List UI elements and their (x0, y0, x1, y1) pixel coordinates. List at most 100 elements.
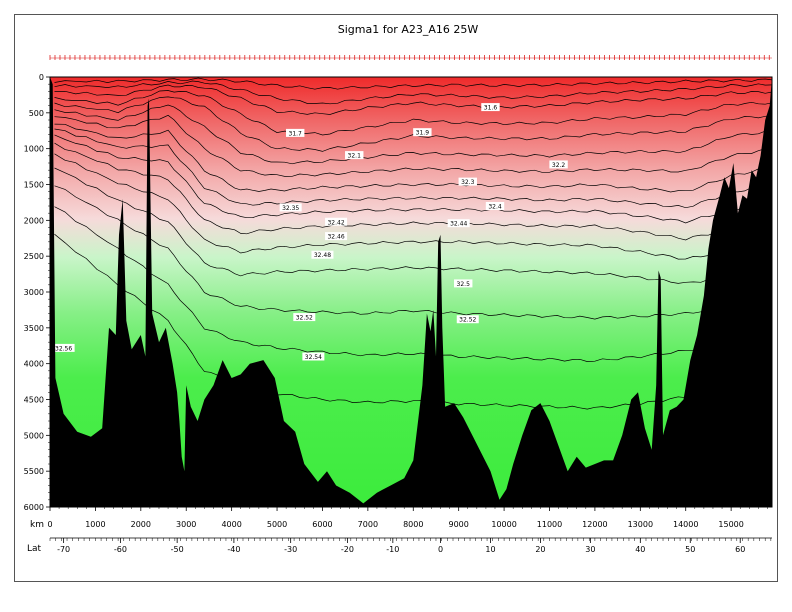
lat-tick-label: 60 (735, 545, 745, 554)
contour-label: 32.42 (327, 219, 344, 226)
lat-tick-label: 20 (535, 545, 545, 554)
lat-tick-label: -10 (386, 545, 399, 554)
x-tick-label: 0 (47, 520, 52, 529)
contour-line (54, 134, 772, 224)
contour-line (54, 142, 772, 241)
seafloor-bathymetry (50, 77, 772, 507)
x-tick-label: 15000 (718, 520, 743, 529)
x-tick-label: 11000 (537, 520, 562, 529)
contour-label-bg (549, 160, 568, 169)
contour-label: 32.52 (296, 315, 313, 322)
x-tick-label: 5000 (267, 520, 287, 529)
lat-tick-label: -40 (227, 545, 240, 554)
contour-line (54, 90, 772, 136)
y-tick-label: 4500 (24, 396, 44, 405)
lat-tick-label: 40 (635, 545, 645, 554)
contour-label: 32.54 (305, 354, 322, 361)
contour-line (54, 123, 772, 193)
contour-labels: 31.6 31.7 31.9 32.1 32.2 32.3 32.35 32.4 32.42 32… (52, 103, 568, 361)
x-tick-label: 6000 (312, 520, 332, 529)
y-tick-label: 6000 (24, 503, 44, 512)
contour-label: 32.5 (457, 281, 471, 288)
contour-label-bg (485, 202, 505, 210)
contour-label-bg (325, 217, 348, 226)
contour-label-bg (456, 315, 479, 324)
contour-label-bg (447, 219, 470, 228)
contour-lines (54, 77, 772, 410)
lat-tick-label: 0 (438, 545, 443, 554)
contour-label-bg (279, 203, 302, 212)
contour-label-bg (302, 352, 325, 361)
lat-axis-label: Lat (27, 544, 42, 554)
x-tick-label: 12000 (582, 520, 607, 529)
lat-axis: -70 -60 -50 -40 -30 -20 -10 0 10 20 30 40 50 60 (49, 537, 772, 554)
contour-line (54, 77, 772, 90)
x-tick-label: 8000 (403, 520, 423, 529)
lat-tick-label: -30 (284, 545, 297, 554)
lat-tick-label: -60 (114, 545, 127, 554)
lat-tick-label: -50 (171, 545, 184, 554)
contour-label: 32.48 (314, 252, 331, 259)
lat-tick-label: -70 (57, 545, 70, 554)
lat-tick-label: 50 (685, 545, 695, 554)
x-tick-label: 1000 (85, 520, 105, 529)
contour-label-bg (52, 343, 75, 352)
contour-line (54, 128, 772, 209)
contour-label: 31.6 (484, 105, 498, 112)
chart-frame (14, 14, 778, 582)
x-tick-label: 9000 (448, 520, 468, 529)
contour-label: 31.9 (416, 130, 430, 137)
y-tick-label: 2500 (24, 252, 44, 261)
y-tick-label: 0 (39, 73, 44, 82)
contour-label: 32.4 (488, 204, 502, 211)
x-tick-label: 4000 (221, 520, 241, 529)
x-tick-label: 3000 (176, 520, 196, 529)
y-tick-label: 5000 (24, 431, 44, 440)
contour-line (54, 114, 772, 177)
contour-label-bg (286, 128, 305, 137)
y-tick-label: 4000 (24, 360, 44, 369)
lat-tick-label: 10 (485, 545, 495, 554)
contour-label-bg (458, 177, 477, 186)
contour-line (54, 153, 772, 260)
x-tick-label: 10000 (491, 520, 516, 529)
contour-label-bg (325, 232, 348, 241)
chart-title: Sigma1 for A23_A16 25W (338, 23, 479, 36)
x-tick-label: 14000 (673, 520, 698, 529)
contour-line (54, 206, 772, 362)
y-tick-label: 500 (29, 109, 44, 118)
x-tick-label: 13000 (628, 520, 653, 529)
contour-line (54, 104, 772, 165)
y-tick-label: 1500 (24, 181, 44, 190)
contour-label: 31.7 (289, 130, 303, 137)
contour-label: 32.3 (461, 179, 475, 186)
y-tick-label: 5500 (24, 467, 44, 476)
y-tick-label: 1000 (24, 145, 44, 154)
contour-label-bg (311, 250, 334, 259)
contour-label-bg (345, 151, 364, 160)
x-axis-label: km (30, 520, 44, 530)
plot-area: 31.6 31.7 31.9 32.1 32.2 32.3 32.35 32.4 32.42 32… (50, 77, 772, 507)
station-markers (49, 55, 772, 60)
x-tick-label: 7000 (358, 520, 378, 529)
contour-label: 32.2 (552, 162, 566, 169)
contour-label: 32.1 (348, 153, 362, 160)
contour-line (54, 185, 772, 320)
y-tick-label: 2000 (24, 216, 44, 225)
contour-label-bg (293, 313, 316, 322)
contour-label-bg (481, 103, 500, 112)
contour-label-bg (413, 128, 432, 137)
lat-tick-label: 30 (585, 545, 595, 554)
contour-label: 32.56 (55, 345, 72, 352)
y-axis: 0 500 1000 1500 2000 2500 3000 3500 4000 4500 5000… (24, 73, 50, 512)
lat-tick-label: -20 (341, 545, 354, 554)
contour-label: 32.46 (327, 234, 344, 241)
contour-line (54, 84, 772, 115)
y-tick-label: 3000 (24, 288, 44, 297)
contour-label: 32.35 (282, 205, 299, 212)
contour-label: 32.44 (450, 221, 467, 228)
y-tick-label: 3500 (24, 324, 44, 333)
contour-line (54, 80, 772, 105)
x-axis: 0 1000 2000 3000 4000 5000 6000 7000 8000 9000 100… (47, 507, 768, 529)
